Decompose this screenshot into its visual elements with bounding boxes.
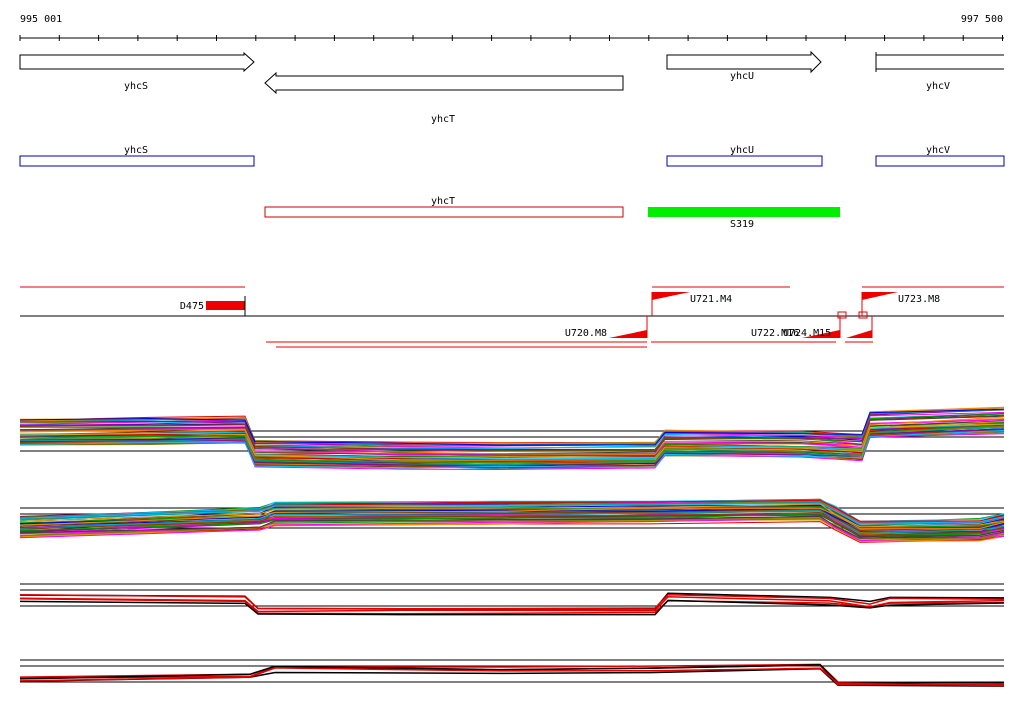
tu-label-U720-M8: U720.M8 <box>565 328 607 339</box>
segment-S319[interactable]: S319 <box>648 207 840 230</box>
tu-label-U723-M8: U723.M8 <box>898 294 940 305</box>
gene-arrow-yhcU[interactable]: yhcU <box>666 50 822 82</box>
coordinate-ruler: 995 001 997 500 <box>19 14 1004 41</box>
ruler-ticks <box>19 35 1003 41</box>
blue-label-yhcV: yhcV <box>926 145 950 156</box>
tu-U724-M15[interactable]: U724.M15 <box>783 311 873 339</box>
gene-arrow-yhcS[interactable]: yhcS <box>19 51 255 92</box>
expression-panel-3 <box>19 583 1005 616</box>
expression-panel-1 <box>19 406 1005 471</box>
deletion-D475[interactable]: D475 <box>180 296 246 316</box>
deletion-label-D475: D475 <box>180 301 204 312</box>
blue-box-yhcS[interactable]: yhcS <box>19 145 255 167</box>
blue-box-yhcV[interactable]: yhcV <box>875 145 1005 167</box>
red-label-yhcT: yhcT <box>431 196 455 207</box>
transcription-unit-track: D475 U721.M4 U723.M8 U720.M8 U722.M16 <box>20 286 1004 348</box>
tu-U723-M8[interactable]: U723.M8 <box>861 292 940 316</box>
gene-label-yhcS: yhcS <box>124 81 148 92</box>
red-box-yhcT[interactable]: yhcT <box>264 196 624 218</box>
gene-label-yhcT: yhcT <box>431 114 455 125</box>
tu-U721-M4[interactable]: U721.M4 <box>651 292 732 316</box>
tu-label-U721-M4: U721.M4 <box>690 294 732 305</box>
gene-label-yhcV: yhcV <box>926 81 950 92</box>
tu-U720-M8[interactable]: U720.M8 <box>565 316 648 339</box>
ruler-end-label: 997 500 <box>961 14 1003 25</box>
expression-panel-2 <box>19 498 1005 543</box>
gene-track: yhcS yhcT yhcU yhcV <box>19 50 1004 125</box>
gene-arrow-yhcT[interactable]: yhcT <box>264 71 624 125</box>
gene-arrow-yhcV[interactable]: yhcV <box>875 52 1004 92</box>
segment-label-S319: S319 <box>730 219 754 230</box>
blue-label-yhcS: yhcS <box>124 145 148 156</box>
blue-label-yhcU: yhcU <box>730 145 754 156</box>
gene-label-yhcU: yhcU <box>730 71 754 82</box>
annotation-track: yhcS yhcU yhcV yhcT S319 <box>19 145 1005 230</box>
expression-panel-4 <box>19 659 1005 687</box>
tu-label-U722-M16: U722.M16 <box>751 328 799 339</box>
tu-label-U724-M15: U724.M15 <box>783 328 831 339</box>
blue-box-yhcU[interactable]: yhcU <box>666 145 823 167</box>
ruler-start-label: 995 001 <box>20 14 62 25</box>
tu-U722-M16[interactable]: U722.M16 <box>751 316 841 339</box>
